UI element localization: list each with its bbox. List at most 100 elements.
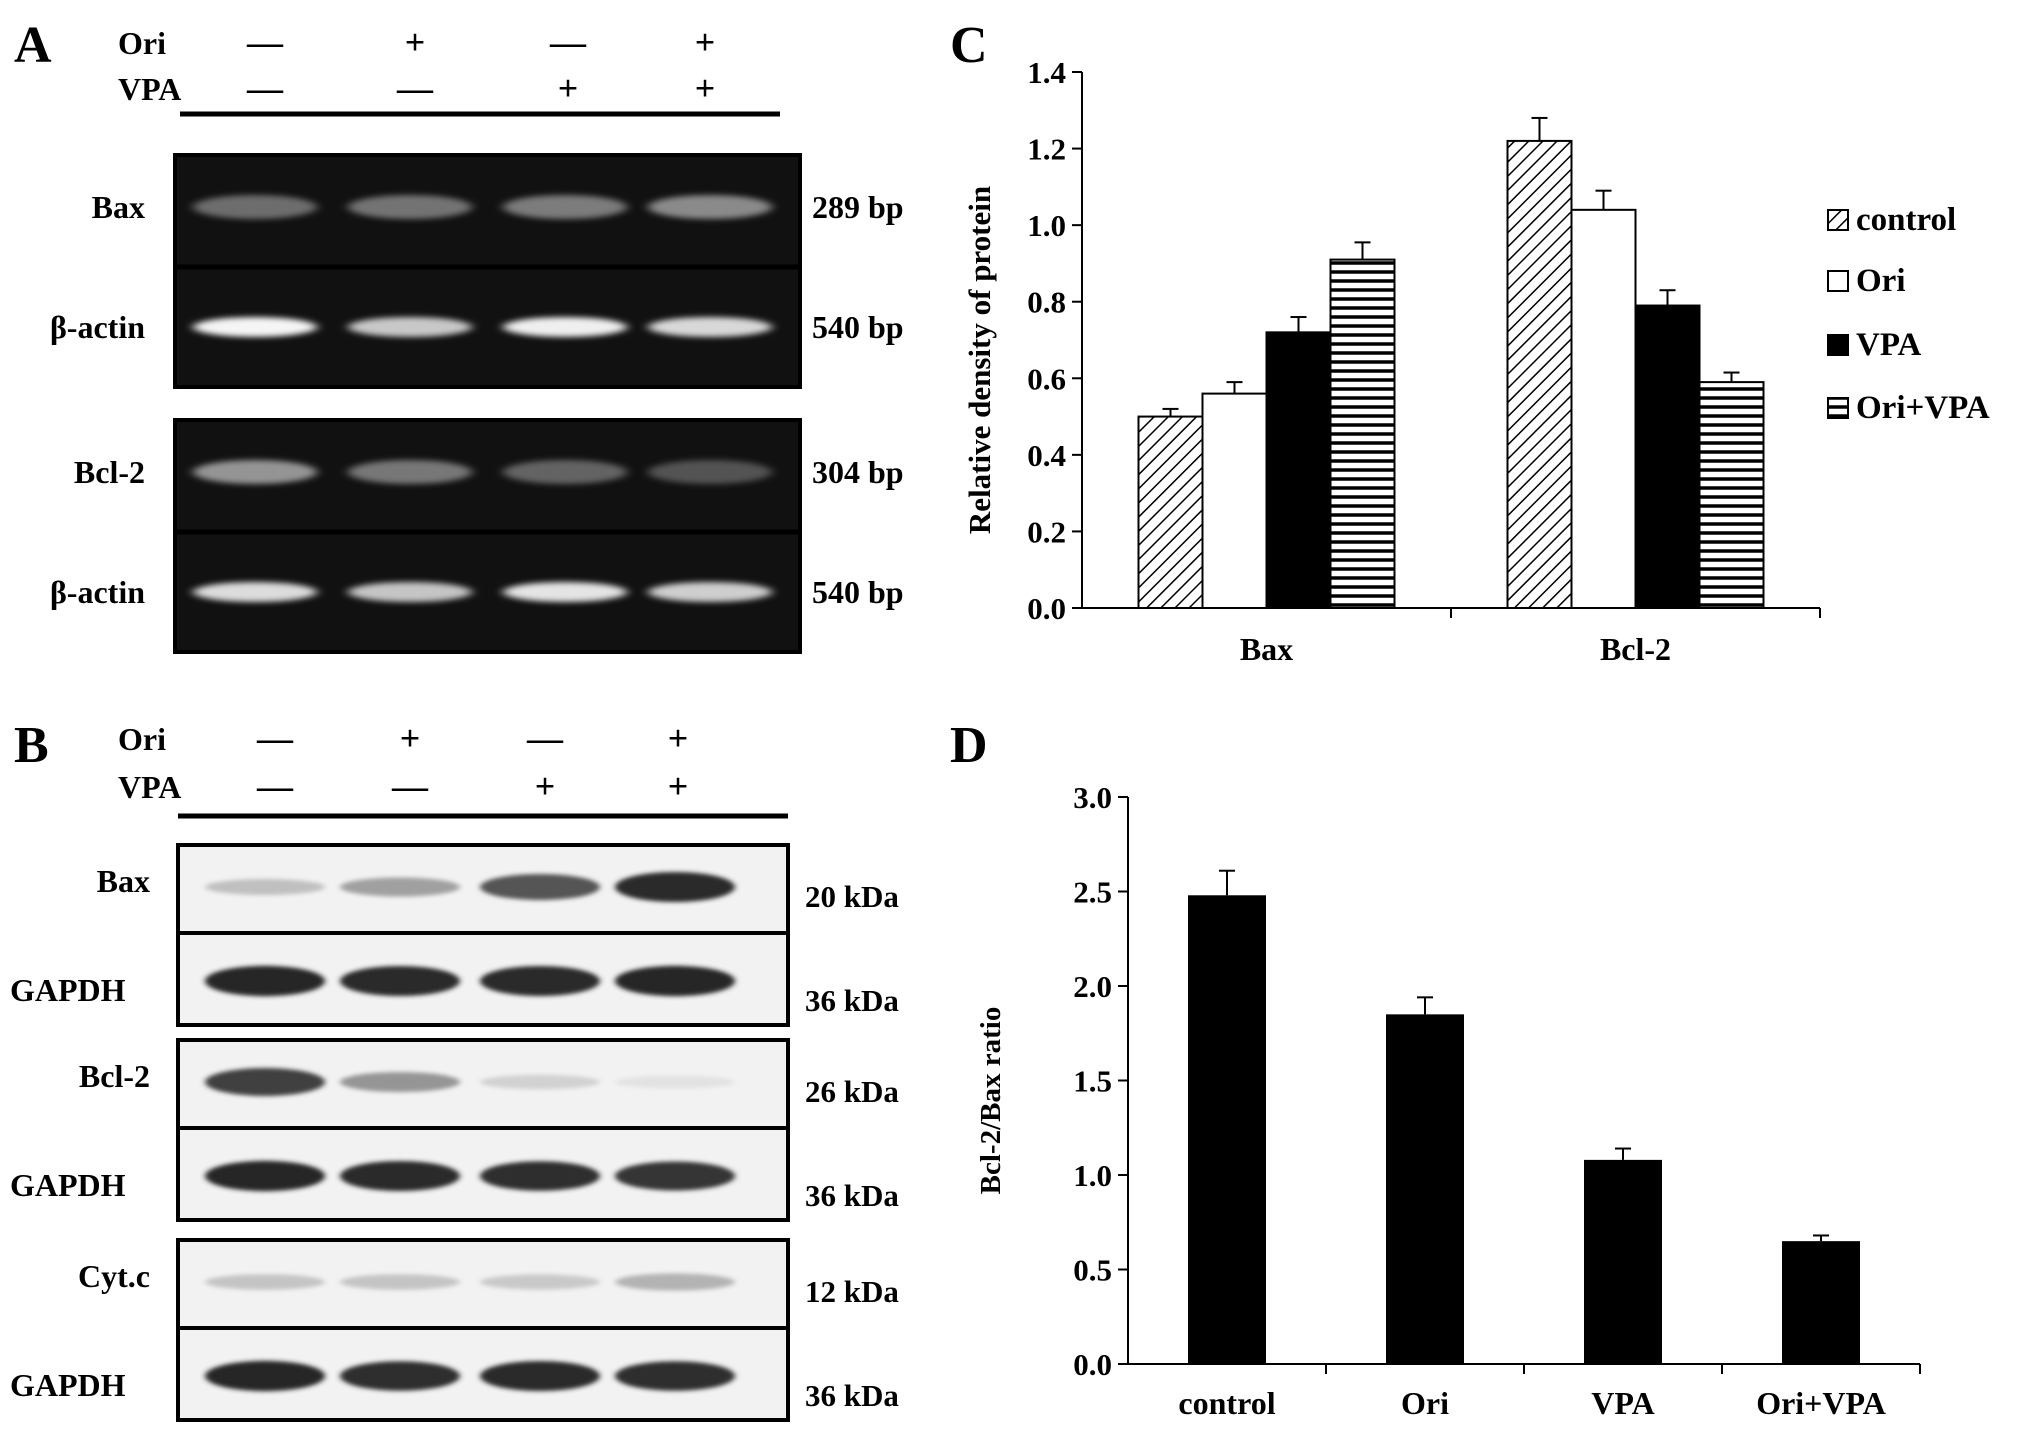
bar	[1201, 392, 1268, 609]
treatment-sign: —	[246, 22, 284, 62]
x-tick-label: VPA	[1591, 1385, 1654, 1421]
y-tick-label: 2.5	[1073, 875, 1112, 910]
blot-block: Bax 20 kDa GAPDH 36 kDa	[10, 843, 899, 1027]
x-tick-label: control	[1178, 1385, 1275, 1421]
gel-band	[193, 195, 317, 219]
y-tick-label: 1.5	[1073, 1064, 1112, 1099]
legend: control Ori VPA Ori+VPA	[1827, 202, 1990, 426]
y-tick-label: 0.0	[1027, 591, 1066, 626]
blot-blocks: Bax 20 kDa GAPDH 36 kDa Bcl-2 26 kDa GAPDH 36 k…	[10, 843, 899, 1422]
treatment-sign: —	[256, 766, 294, 806]
legend-label: Ori	[1856, 263, 1905, 299]
y-tick-label: 0.4	[1027, 438, 1066, 473]
axes: Bax Bcl-2	[1081, 72, 1821, 667]
blot-row-label: GAPDH	[10, 1167, 126, 1203]
blot-band	[340, 1072, 460, 1092]
gel-band	[348, 582, 472, 602]
gel-band	[193, 317, 317, 337]
gel-size-label: 540 bp	[812, 309, 904, 345]
panel-c-chart: 0.0 0.2 0.4 0.6 0.8 1.0 1.2 1.4 Bax Bcl-2 Relati…	[962, 55, 1990, 667]
y-tick-label: 1.2	[1027, 132, 1066, 167]
bar	[1265, 331, 1332, 609]
gel-block: Bax 289 bp β-actin 540 bp	[50, 153, 904, 389]
blot-block: Cyt.c 12 kDa GAPDH 36 kDa	[10, 1238, 899, 1422]
bars	[1188, 869, 1860, 1364]
blot-band	[615, 1161, 735, 1191]
treatment-label-vpa: VPA	[118, 71, 181, 107]
blot-band	[340, 966, 460, 996]
treatment-sign: —	[526, 718, 564, 758]
gel-band	[648, 460, 772, 484]
bar	[1386, 1014, 1464, 1364]
gel-band	[503, 317, 627, 337]
blot-band	[340, 1274, 460, 1290]
blot-size-label: 36 kDa	[805, 1178, 899, 1213]
legend-label: Ori+VPA	[1856, 390, 1990, 426]
y-tick-label: 1.0	[1073, 1158, 1112, 1193]
panel-letter-b: B	[14, 717, 49, 774]
panel-letter-c: C	[950, 17, 988, 74]
gel-size-label: 304 bp	[812, 454, 904, 490]
blot-row-label: GAPDH	[10, 972, 126, 1008]
treatment-sign: —	[391, 766, 429, 806]
blot-band	[480, 1161, 600, 1191]
blot-row-label: Bcl-2	[79, 1058, 150, 1094]
gel-band	[348, 460, 472, 484]
y-axis-ticks: 0.0 0.2 0.4 0.6 0.8 1.0 1.2 1.4	[1027, 55, 1082, 626]
bar	[1698, 381, 1765, 609]
panel-a-gel: Ori VPA — + — +— — + + Bax 289 bpβ-actin 540 bpB…	[50, 22, 904, 654]
treatment-label-ori: Ori	[118, 721, 166, 757]
blot-band	[480, 874, 600, 900]
blot-size-label: 26 kDa	[805, 1074, 899, 1109]
bar	[1329, 258, 1396, 609]
treatment-sign: +	[558, 68, 579, 108]
blot-size-label: 12 kDa	[805, 1274, 899, 1309]
blot-row-label: Bax	[97, 863, 150, 899]
gel-row-label: Bax	[92, 189, 145, 225]
y-tick-label: 0.6	[1027, 361, 1066, 396]
blot-size-label: 20 kDa	[805, 879, 899, 914]
gel-band	[503, 582, 627, 602]
treatment-sign: +	[405, 22, 426, 62]
bar	[1782, 1241, 1860, 1364]
gel-background	[173, 153, 802, 389]
gel-band	[503, 195, 627, 219]
bar	[1584, 1159, 1662, 1364]
gel-row-label: Bcl-2	[74, 454, 145, 490]
blot-band	[615, 1361, 735, 1391]
gel-background	[173, 418, 802, 654]
bar	[1570, 208, 1637, 609]
gel-band	[193, 460, 317, 484]
blot-band	[480, 1074, 600, 1090]
treatment-signs: — + — + — — + +	[246, 22, 715, 108]
y-tick-label: 0.5	[1073, 1253, 1112, 1288]
panel-letter-d: D	[950, 717, 988, 774]
legend-label: control	[1856, 202, 1956, 238]
blot-band	[615, 872, 735, 902]
y-axis-ticks: 0.0 0.5 1.0 1.5 2.0 2.5 3.0	[1073, 780, 1128, 1382]
x-tick-label: Ori+VPA	[1756, 1385, 1886, 1421]
gel-row-label: β-actin	[50, 309, 145, 345]
bar	[1188, 895, 1266, 1364]
y-tick-label: 1.0	[1027, 208, 1066, 243]
gel-band	[348, 195, 472, 219]
blot-block: Bcl-2 26 kDa GAPDH 36 kDa	[10, 1038, 899, 1222]
treatment-sign: +	[400, 718, 421, 758]
treatment-sign: +	[668, 718, 689, 758]
blot-band	[480, 1274, 600, 1290]
blot-band	[205, 1068, 325, 1096]
gel-size-label: 289 bp	[812, 189, 904, 225]
axes: control Ori VPA Ori+VPA	[1127, 797, 1921, 1421]
bar	[1634, 304, 1701, 609]
treatment-label-vpa: VPA	[118, 769, 181, 805]
gel-band	[648, 317, 772, 337]
y-tick-label: 0.0	[1073, 1347, 1112, 1382]
blot-band	[340, 1361, 460, 1391]
blot-band	[340, 1161, 460, 1191]
bar	[1506, 139, 1573, 610]
blot-band	[615, 1075, 735, 1089]
y-axis-label: Relative density of protein	[962, 186, 997, 534]
blot-band	[480, 1361, 600, 1391]
